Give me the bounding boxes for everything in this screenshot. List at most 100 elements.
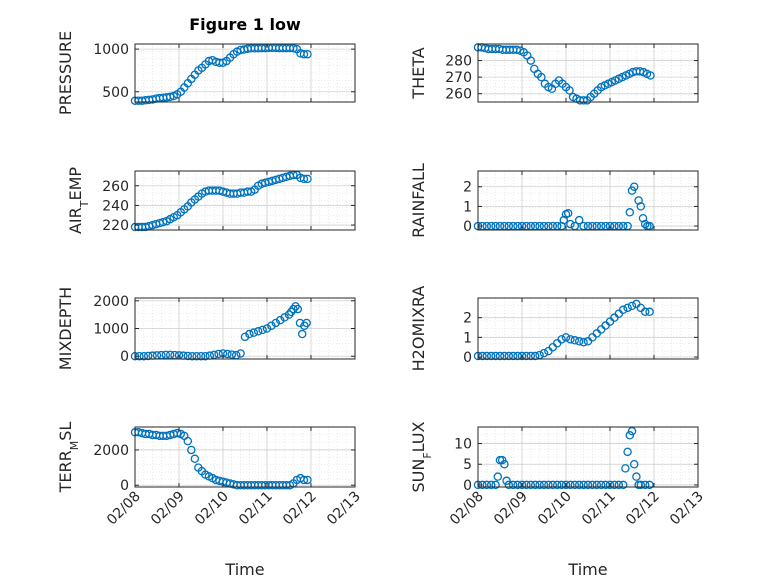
y-tick-label: 2000 [93, 443, 129, 459]
y-tick-label: 10 [454, 437, 472, 453]
data-point [201, 351, 210, 361]
subplot-5: 0 1 2 H2OMIXRA [409, 286, 699, 372]
x-tick-label: 02/09 [148, 489, 188, 529]
data-point [522, 480, 531, 490]
data-point [249, 328, 259, 337]
data-point [267, 321, 276, 330]
data-point [563, 209, 573, 218]
axes-box [134, 170, 356, 231]
subplot-2: 220 240 260 AIRTEMP [66, 167, 356, 234]
data-point [513, 351, 522, 361]
y-tick-label: 240 [102, 198, 129, 214]
axes-box [477, 170, 699, 231]
data-point [548, 480, 558, 490]
data-point [491, 480, 500, 490]
data-point [539, 480, 549, 490]
axes-box [477, 43, 699, 103]
y-tick-label: 260 [445, 87, 472, 103]
data-point [623, 303, 632, 313]
data-point [625, 431, 635, 440]
y-tick-label: 0 [463, 219, 472, 235]
data-point [143, 351, 153, 361]
data-point [614, 480, 624, 490]
data-point [627, 426, 637, 436]
data-point [513, 480, 522, 490]
y-axis-label: TERRMSL [56, 422, 81, 494]
data-point [196, 351, 206, 361]
y-axis-label: PRESSURE [56, 31, 75, 115]
data-point [645, 480, 654, 490]
y-tick-label: 5 [463, 457, 472, 473]
subplot-4: 0 1000 2000 MIXDEPTH [56, 287, 356, 370]
data-point [187, 351, 197, 361]
x-tick-label: 02/13 [324, 489, 364, 529]
data-point [618, 480, 628, 490]
data-point [500, 459, 509, 469]
data-point [262, 324, 272, 333]
data-point [275, 315, 285, 325]
y-axis-label: AIRTEMP [66, 167, 91, 234]
y-tick-label: 1000 [93, 42, 129, 58]
axes-box [134, 43, 356, 103]
data-point [574, 337, 584, 346]
data-point [640, 307, 650, 317]
data-point [240, 332, 250, 342]
y-axis-label: H2OMIXRA [409, 286, 428, 372]
data-point [537, 72, 546, 82]
data-point [183, 436, 193, 446]
data-point [588, 480, 597, 490]
data-point [579, 96, 588, 105]
data-point [258, 325, 267, 335]
y-tick-label: 1 [463, 330, 472, 346]
data-point [223, 349, 232, 359]
data-point [625, 208, 635, 217]
data-point [504, 480, 514, 490]
data-point [478, 351, 487, 361]
data-point [497, 455, 507, 465]
data-point [530, 480, 540, 490]
data-point [629, 182, 639, 191]
y-tick-label: 2 [463, 180, 472, 196]
x-tick-label: 02/13 [667, 489, 707, 529]
y-tick-label: 280 [445, 54, 472, 70]
axes-box [477, 297, 699, 360]
data-point [526, 56, 536, 65]
x-tick-label: 02/12 [623, 489, 663, 529]
data-point [636, 202, 646, 211]
data-point [187, 445, 196, 455]
data-point [596, 480, 606, 490]
subplot-0: 500 1000 PRESSURE [56, 31, 356, 115]
data-point [183, 351, 193, 361]
data-point [491, 351, 500, 361]
data-point [621, 464, 630, 473]
data-point [539, 348, 549, 358]
data-point [605, 480, 615, 490]
y-tick-label: 270 [445, 70, 472, 86]
data-point [192, 351, 201, 361]
data-point [640, 480, 650, 490]
data-point [618, 305, 628, 315]
data-point [161, 350, 171, 360]
data-point [253, 327, 263, 336]
data-point [209, 350, 219, 360]
data-point [280, 313, 289, 322]
data-point [158, 217, 168, 227]
data-point [566, 219, 575, 229]
x-tick-label: 02/11 [579, 489, 619, 529]
y-tick-label: 0 [120, 478, 129, 494]
y-tick-label: 1 [463, 199, 472, 215]
data-point [289, 44, 298, 53]
data-point [610, 480, 619, 490]
data-point [574, 480, 584, 490]
y-tick-label: 0 [463, 478, 472, 494]
data-point [293, 304, 303, 314]
data-point [640, 219, 650, 229]
subplot-7: 0 5 10 02/08 02/09 02/10 02/11 02/12 02/13 SUNFLU… [409, 421, 707, 528]
axes-box [477, 426, 699, 488]
data-point [500, 351, 509, 361]
x-tick-label: 02/08 [104, 489, 144, 529]
data-point [526, 480, 536, 490]
data-point [557, 480, 566, 490]
